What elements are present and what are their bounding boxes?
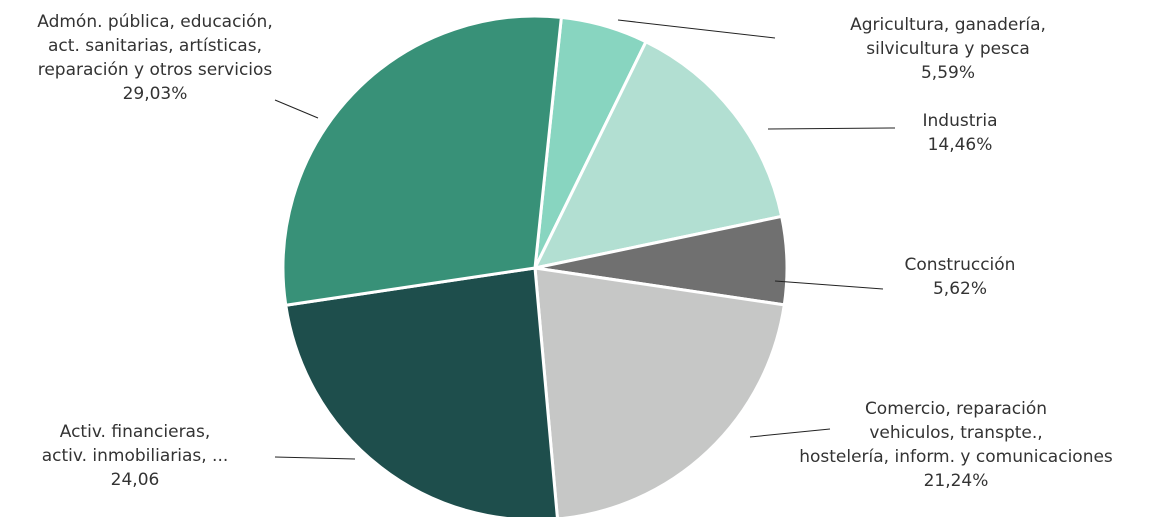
- slice-label: Industria: [922, 111, 997, 131]
- slice-label: reparación y otros servicios: [38, 60, 273, 80]
- value-label: 5,62%: [933, 279, 987, 299]
- leader-line: [617, 19, 776, 39]
- slice-label: silvicultura y pesca: [866, 39, 1030, 59]
- leader-line: [774, 280, 884, 290]
- slice-label: Comercio, reparación: [865, 399, 1047, 419]
- slice-label: hostelería, inform. y comunicaciones: [799, 447, 1113, 467]
- value-label: 24,06: [111, 470, 160, 490]
- pie-slice: [532, 39, 784, 271]
- slice-label: vehiculos, transpte.,: [869, 423, 1042, 443]
- pie-slice: [284, 266, 559, 517]
- slice-label: Admón. pública, educación,: [37, 12, 272, 32]
- slice-label: act. sanitarias, artísticas,: [48, 36, 262, 56]
- leader-line: [767, 127, 896, 130]
- value-label: 14,46%: [928, 135, 993, 155]
- slice-label: Activ. financieras,: [60, 422, 211, 442]
- value-label: 21,24%: [924, 471, 989, 491]
- value-label: 5,59%: [921, 63, 975, 83]
- slice-label: Agricultura, ganadería,: [850, 15, 1046, 35]
- pie-slice: [533, 266, 786, 517]
- value-label: 29,03%: [123, 84, 188, 104]
- slice-label: Construcción: [905, 255, 1016, 275]
- pie-slice: [281, 14, 563, 307]
- slice-label: activ. inmobiliarias, ...: [42, 446, 229, 466]
- leader-line: [274, 456, 356, 460]
- leader-line: [749, 428, 831, 438]
- leader-line: [274, 99, 319, 119]
